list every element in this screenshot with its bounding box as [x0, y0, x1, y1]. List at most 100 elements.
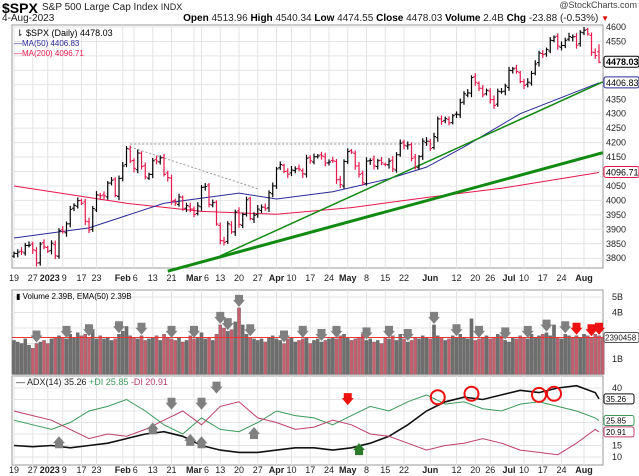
ohlc-bar [158, 155, 163, 165]
volume-bar [240, 324, 245, 375]
ohlc-bar [45, 245, 50, 253]
volume-bar [267, 337, 271, 375]
x-tick-label: Aug [575, 465, 593, 475]
down-arrow-icon [221, 318, 234, 331]
x-tick-label: 15 [380, 465, 390, 475]
ohlc-bar [315, 154, 320, 159]
volume-bar [248, 337, 252, 375]
volume-bar [548, 335, 553, 375]
volume-bar [495, 334, 500, 375]
volume-bar [12, 340, 16, 375]
close-label: Close [376, 13, 404, 24]
volume-bar [121, 330, 125, 375]
ohlc-bar [162, 153, 166, 177]
down-arrow-icon [499, 327, 512, 340]
x-tick-label: 20 [470, 273, 480, 283]
volume-bar [330, 337, 335, 375]
volume-bar [372, 341, 376, 375]
x-tick-label: 13 [215, 273, 225, 283]
down-arrow-icon [570, 322, 583, 335]
volume-bar [424, 337, 429, 375]
ohlc-bar [34, 247, 39, 267]
volume-bar [559, 338, 564, 375]
ohlc-bar [432, 132, 436, 150]
volume-bar [462, 337, 466, 375]
open-value: 4513.96 [211, 13, 248, 24]
ohlc-bar [417, 155, 421, 170]
ohlc-bar [293, 166, 298, 174]
down-arrow-icon [296, 325, 309, 338]
ohlc-bar [113, 177, 118, 198]
x-tick-label: May [339, 273, 357, 283]
volume-bar [349, 340, 354, 375]
down-arrow-icon [244, 324, 257, 337]
ohlc-bar [492, 95, 496, 109]
price-tick-label: 4600 [606, 22, 626, 32]
ohlc-bar [398, 139, 403, 157]
ohlc-bar [597, 44, 601, 64]
volume-bar [432, 324, 436, 375]
price-tick-label: 4350 [606, 94, 626, 104]
x-tick-label: 17 [538, 273, 548, 283]
trendline-thick [167, 151, 604, 273]
ohlc-bar [409, 142, 414, 162]
ohlc-bar [555, 33, 560, 50]
ohlc-bar [349, 148, 354, 154]
volume-bar [293, 341, 297, 375]
x-tick-label: 8 [364, 273, 369, 283]
x-tick-label: 26 [485, 273, 495, 283]
x-tick-label: 6 [133, 273, 138, 283]
ohlc-bar [589, 32, 594, 56]
ohlc-bar [184, 202, 189, 212]
volume-bar [252, 338, 256, 375]
ohlc-bar [529, 70, 534, 86]
x-tick-label: 17 [305, 465, 315, 475]
ohlc-bar [83, 198, 88, 225]
ohlc-bar [435, 116, 440, 142]
ohlc-bar [252, 212, 256, 223]
x-tick-label: 8 [364, 465, 369, 475]
volume-bar [589, 337, 594, 375]
ohlc-bar [372, 155, 376, 170]
ohlc-bar [578, 30, 583, 47]
ohlc-bar [593, 48, 598, 59]
ohlc-bar [285, 168, 290, 179]
ma200-price-label-box [603, 165, 639, 178]
ma50-legend: —MA(50) 4406.83 [14, 39, 80, 48]
ohlc-bar [514, 64, 519, 74]
ohlc-bar [132, 158, 136, 173]
down-arrow-icon [233, 294, 245, 307]
ohlc-bar [94, 191, 99, 212]
adx-legend: — ADX(14) 35.26 +DI 25.85 -DI 20.91 [16, 377, 168, 387]
volume-bar [477, 338, 481, 375]
volume-bar [312, 340, 316, 375]
volume-bar [19, 343, 24, 375]
price-tick-label: 4050 [606, 181, 626, 191]
volume-bar [225, 330, 230, 375]
volume-bar [135, 338, 140, 375]
ohlc-bar [507, 66, 511, 91]
credit[interactable]: @StockCharts.com [559, 0, 637, 10]
volume-tick-label: 5B [612, 292, 623, 302]
ohlc-bar [465, 89, 470, 98]
volume-bar [244, 334, 249, 375]
volume-bar [571, 337, 575, 375]
volume-bar [447, 338, 451, 375]
volume-bar [158, 340, 162, 375]
x-tick-label: Apr [269, 273, 285, 283]
volume-bar [188, 335, 192, 375]
highlight-circle [531, 386, 547, 403]
volume-bar [529, 334, 534, 375]
ohlc-bar [210, 199, 215, 208]
down-arrow-icon [210, 381, 223, 394]
volume-bar [68, 334, 73, 375]
volume-bar [353, 338, 357, 375]
price-tick-label: 4250 [606, 123, 626, 133]
volume-bar [582, 334, 586, 375]
ohlc-bar [548, 37, 553, 54]
x-tick-label: 10 [519, 273, 529, 283]
x-tick-label: 22 [399, 273, 409, 283]
x-tick-label: 23 [91, 273, 101, 283]
volume-bar [195, 337, 200, 375]
down-arrow-icon [521, 325, 534, 338]
